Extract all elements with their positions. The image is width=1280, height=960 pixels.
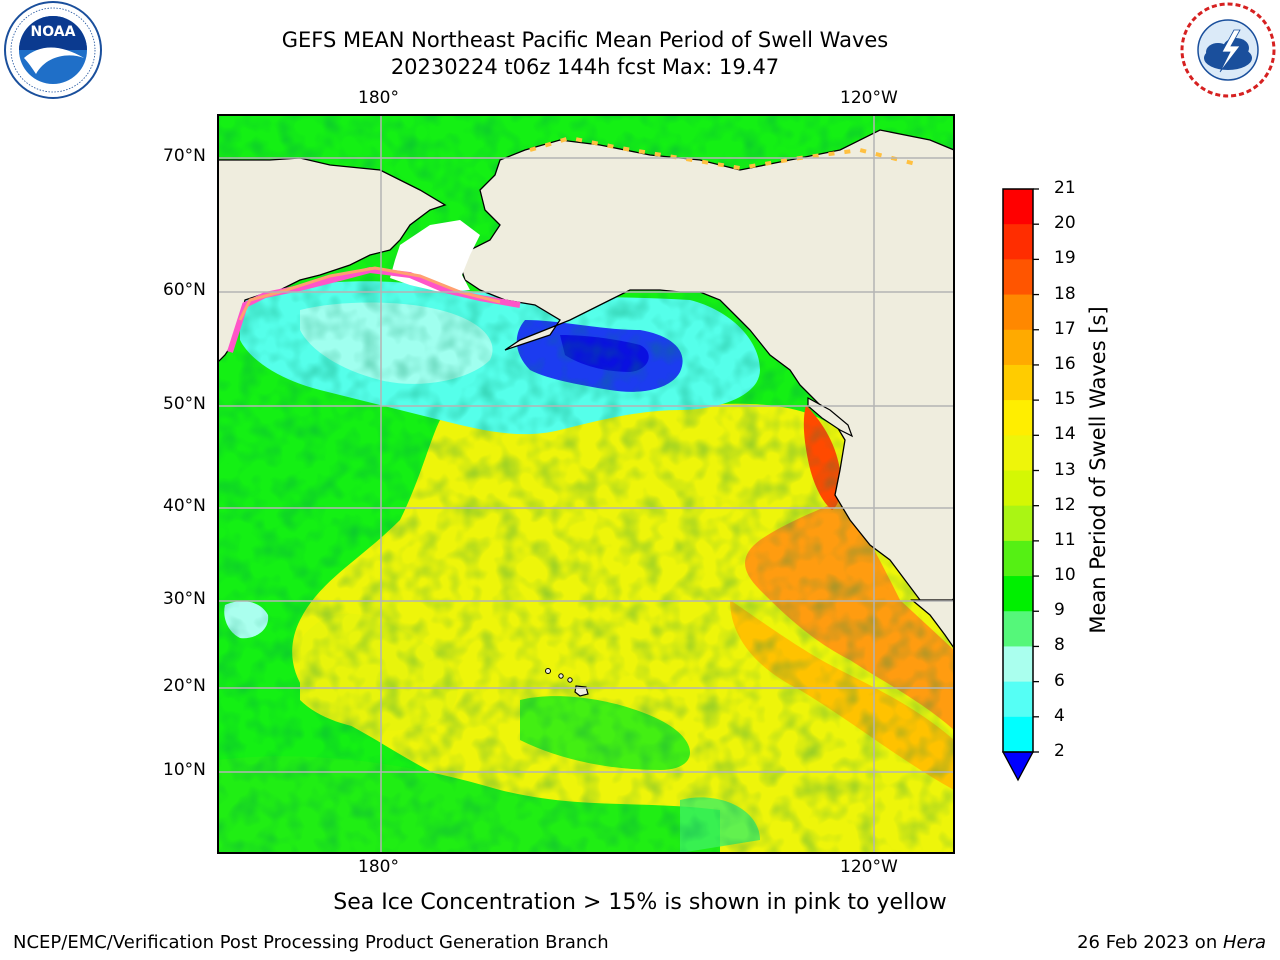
colorbar-tick-label: 11 (1054, 529, 1076, 550)
land-alaska-canada (459, 129, 954, 622)
colorbar-cell (1003, 400, 1033, 436)
noaa-logo: NOAA (4, 1, 102, 99)
colorbar-cell (1003, 435, 1033, 471)
colorbar-tick-label: 12 (1054, 494, 1076, 515)
graticule (218, 115, 954, 853)
svg-text:NOAA: NOAA (31, 24, 76, 40)
colorbar-tick-label: 16 (1054, 353, 1076, 374)
chart-title: GEFS MEAN Northeast Pacific Mean Period … (281, 28, 889, 52)
lat-label-40n: 40°N (163, 496, 206, 516)
colorbar-tick-label: 19 (1054, 248, 1076, 269)
sea-ice-note: Sea Ice Concentration > 15% is shown in … (333, 890, 947, 915)
colorbar-tick-label: 6 (1054, 670, 1065, 691)
lat-label-20n: 20°N (163, 676, 206, 696)
colorbar-tick-label: 4 (1054, 705, 1065, 726)
date-value: 26 Feb 2023 on (1077, 932, 1223, 953)
nws-logo (1180, 2, 1276, 98)
sea-ice-arctic (529, 135, 921, 171)
colorbar-tick-label: 17 (1054, 318, 1076, 339)
map-frame (217, 114, 955, 854)
lat-label-50n: 50°N (163, 394, 206, 414)
bottom-label-180: 180° (358, 857, 399, 877)
colorbar-cell (1003, 259, 1033, 296)
colorbar-tick-label: 20 (1054, 213, 1076, 234)
colorbar-tick-label: 13 (1054, 459, 1076, 480)
colorbar-tick-label: 18 (1054, 283, 1076, 304)
chart-subtitle: 20230224 t06z 144h fcst Max: 19.47 (390, 55, 780, 79)
colorbar-tick-label: 14 (1054, 424, 1076, 445)
colorbar-tick-label: 9 (1054, 600, 1065, 621)
colorbar-title: Mean Period of Swell Waves [s] (1086, 306, 1110, 634)
colorbar-tick-label: 8 (1054, 635, 1065, 656)
colorbar-cell (1003, 505, 1033, 542)
colorbar-cell (1003, 294, 1033, 331)
colorbar-cell (1003, 716, 1033, 753)
sea-ice-fringe-inner (238, 266, 501, 321)
colorbar-cell (1003, 364, 1033, 401)
land-hawaii-kauai (545, 668, 551, 674)
colorbar-tick-label: 21 (1054, 178, 1076, 198)
credit-text: NCEP/EMC/Verification Post Processing Pr… (13, 932, 609, 953)
colorbar-cell (1003, 646, 1033, 683)
colorbar-cell (1003, 189, 1033, 225)
colorbar-tick-label: 15 (1054, 389, 1076, 410)
lat-label-10n: 10°N (163, 760, 206, 780)
colorbar-extend-arrow (1001, 751, 1035, 782)
lat-label-70n: 70°N (163, 146, 206, 166)
colorbar-tick-label: 10 (1054, 565, 1076, 586)
land-vancouver-island (807, 396, 854, 438)
top-label-180: 180° (358, 88, 399, 108)
top-label-120w: 120°W (840, 88, 898, 108)
colorbar-cell (1003, 329, 1033, 366)
land-baja (910, 599, 954, 650)
colorbar-cell (1003, 681, 1033, 718)
bottom-label-120w: 120°W (840, 857, 898, 877)
colorbar-cell (1003, 540, 1033, 577)
lat-label-30n: 30°N (163, 589, 206, 609)
colorbar-cell (1003, 611, 1033, 647)
colorbar-cell (1003, 576, 1033, 612)
colorbar-tick-label: 2 (1054, 741, 1065, 761)
land-hawaii-oahu (558, 673, 564, 679)
machine-name: Hera (1222, 932, 1266, 953)
colorbar-cell (1003, 224, 1033, 260)
land-hawaii-maui (567, 677, 573, 683)
date-text: 26 Feb 2023 on Hera (1077, 932, 1266, 953)
colorbar-cell (1003, 470, 1033, 507)
lat-label-60n: 60°N (163, 280, 206, 300)
map-field (218, 115, 954, 853)
